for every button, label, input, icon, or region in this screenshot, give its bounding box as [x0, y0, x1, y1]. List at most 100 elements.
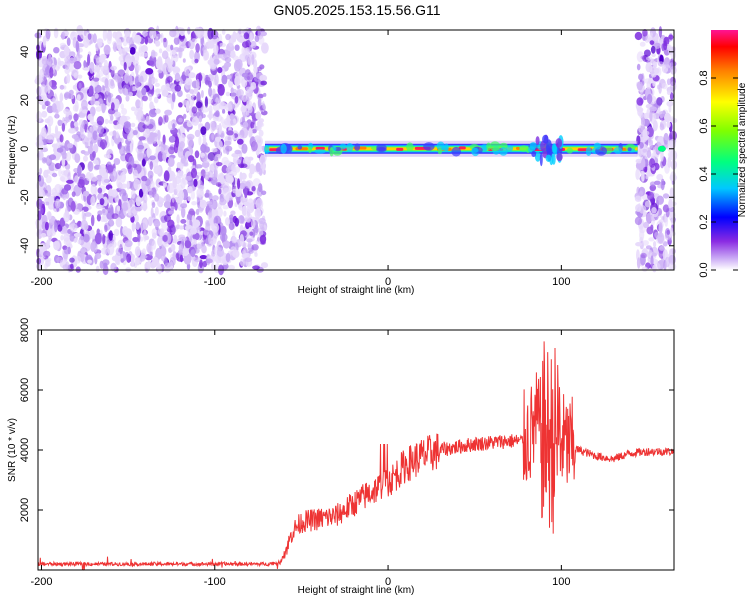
noise-blob-left [168, 146, 175, 155]
noise-blob-left [55, 152, 62, 158]
noise-blob-left [224, 61, 232, 68]
noise-blob-right [649, 106, 657, 112]
noise-blob-left [176, 170, 183, 179]
y-tick-label: 0 [19, 146, 31, 152]
noise-blob-left [169, 256, 176, 266]
noise-blob-left [228, 38, 234, 47]
signal-distortion-blob [552, 144, 558, 155]
noise-blob-left [257, 93, 264, 99]
noise-blob-left [144, 128, 150, 138]
noise-blob-right [638, 190, 644, 197]
noise-blob-left [183, 162, 189, 167]
noise-blob-left [177, 47, 185, 52]
noise-blob-left [128, 155, 135, 167]
noise-blob-left [47, 195, 54, 205]
noise-blob-left [54, 198, 61, 209]
noise-blob-left [219, 198, 227, 206]
noise-blob-left [149, 28, 157, 40]
noise-blob-left [196, 91, 201, 104]
noise-blob-left [115, 217, 123, 228]
noise-blob-right [650, 45, 656, 54]
noise-blob-left [45, 201, 50, 206]
noise-blob-left [237, 28, 243, 36]
noise-blob-left [189, 49, 195, 60]
noise-blob-left [254, 208, 262, 219]
noise-blob-left [179, 27, 185, 37]
noise-blob-right [666, 121, 671, 128]
noise-blob-left [251, 244, 259, 251]
noise-blob-left [68, 127, 76, 134]
noise-blob-left [132, 236, 139, 243]
noise-blob-left [130, 106, 136, 112]
noise-blob-left [210, 240, 215, 246]
noise-blob-left [40, 207, 44, 215]
noise-blob-left [239, 53, 247, 62]
noise-blob-left [54, 162, 62, 170]
noise-blob-left [141, 87, 147, 96]
noise-blob-left [196, 78, 200, 90]
noise-blob-left [115, 131, 119, 139]
noise-blob-left [180, 219, 187, 224]
noise-blob-left [110, 65, 117, 71]
noise-blob-right [659, 123, 665, 131]
noise-blob-right [666, 229, 671, 235]
noise-blob-left [134, 257, 141, 262]
noise-blob-left [104, 78, 109, 89]
noise-blob-left [219, 101, 224, 107]
noise-blob-left [96, 213, 101, 222]
noise-blob-right [654, 42, 661, 49]
noise-blob-left [45, 28, 51, 40]
noise-blob-left [75, 40, 80, 53]
noise-blob-left [77, 239, 82, 245]
noise-blob-left [234, 166, 241, 173]
noise-blob-left [243, 201, 250, 206]
noise-blob-left [263, 43, 267, 51]
noise-blob-right [669, 66, 677, 75]
noise-blob-left [149, 161, 154, 170]
noise-blob-left [259, 230, 264, 236]
noise-blob-left [195, 208, 200, 216]
noise-blob-right [663, 132, 669, 145]
noise-blob-left [51, 85, 57, 90]
noise-blob-left [72, 84, 77, 90]
noise-blob-left [124, 29, 131, 39]
noise-blob-left [225, 145, 233, 152]
noise-blob-left [148, 187, 153, 199]
noise-blob-left [170, 44, 174, 51]
noise-blob-left [115, 247, 123, 256]
noise-blob-right [639, 41, 646, 47]
noise-blob-right [636, 257, 641, 269]
noise-blob-left [191, 116, 200, 126]
noise-blob-left [115, 76, 122, 83]
noise-blob-left [122, 47, 131, 52]
noise-blob-left [213, 44, 219, 55]
noise-blob-left [214, 73, 219, 86]
noise-blob-left [138, 188, 144, 198]
noise-blob-right [651, 207, 657, 214]
noise-blob-left [89, 229, 95, 239]
signal-blob [499, 147, 508, 156]
noise-blob-left [141, 175, 148, 182]
noise-blob-left [177, 147, 184, 158]
noise-blob-left [222, 149, 228, 154]
noise-blob-left [140, 204, 148, 211]
noise-blob-left [225, 217, 230, 226]
noise-blob-left [246, 72, 254, 81]
noise-blob-left [186, 100, 190, 112]
noise-blob-left [251, 54, 255, 65]
noise-blob-right [653, 241, 657, 248]
noise-blob-right [670, 81, 677, 92]
noise-blob-left [215, 182, 222, 187]
noise-blob-left [140, 116, 145, 124]
noise-blob-right [668, 200, 673, 209]
noise-blob-right [666, 90, 671, 96]
noise-blob-left [213, 58, 220, 65]
noise-blob-right [656, 173, 664, 181]
noise-blob-left [87, 145, 93, 155]
noise-blob-left [174, 84, 182, 92]
noise-blob-left [118, 55, 125, 62]
noise-blob-left [111, 213, 119, 220]
noise-blob-left [171, 49, 177, 56]
noise-blob-left [113, 111, 121, 118]
